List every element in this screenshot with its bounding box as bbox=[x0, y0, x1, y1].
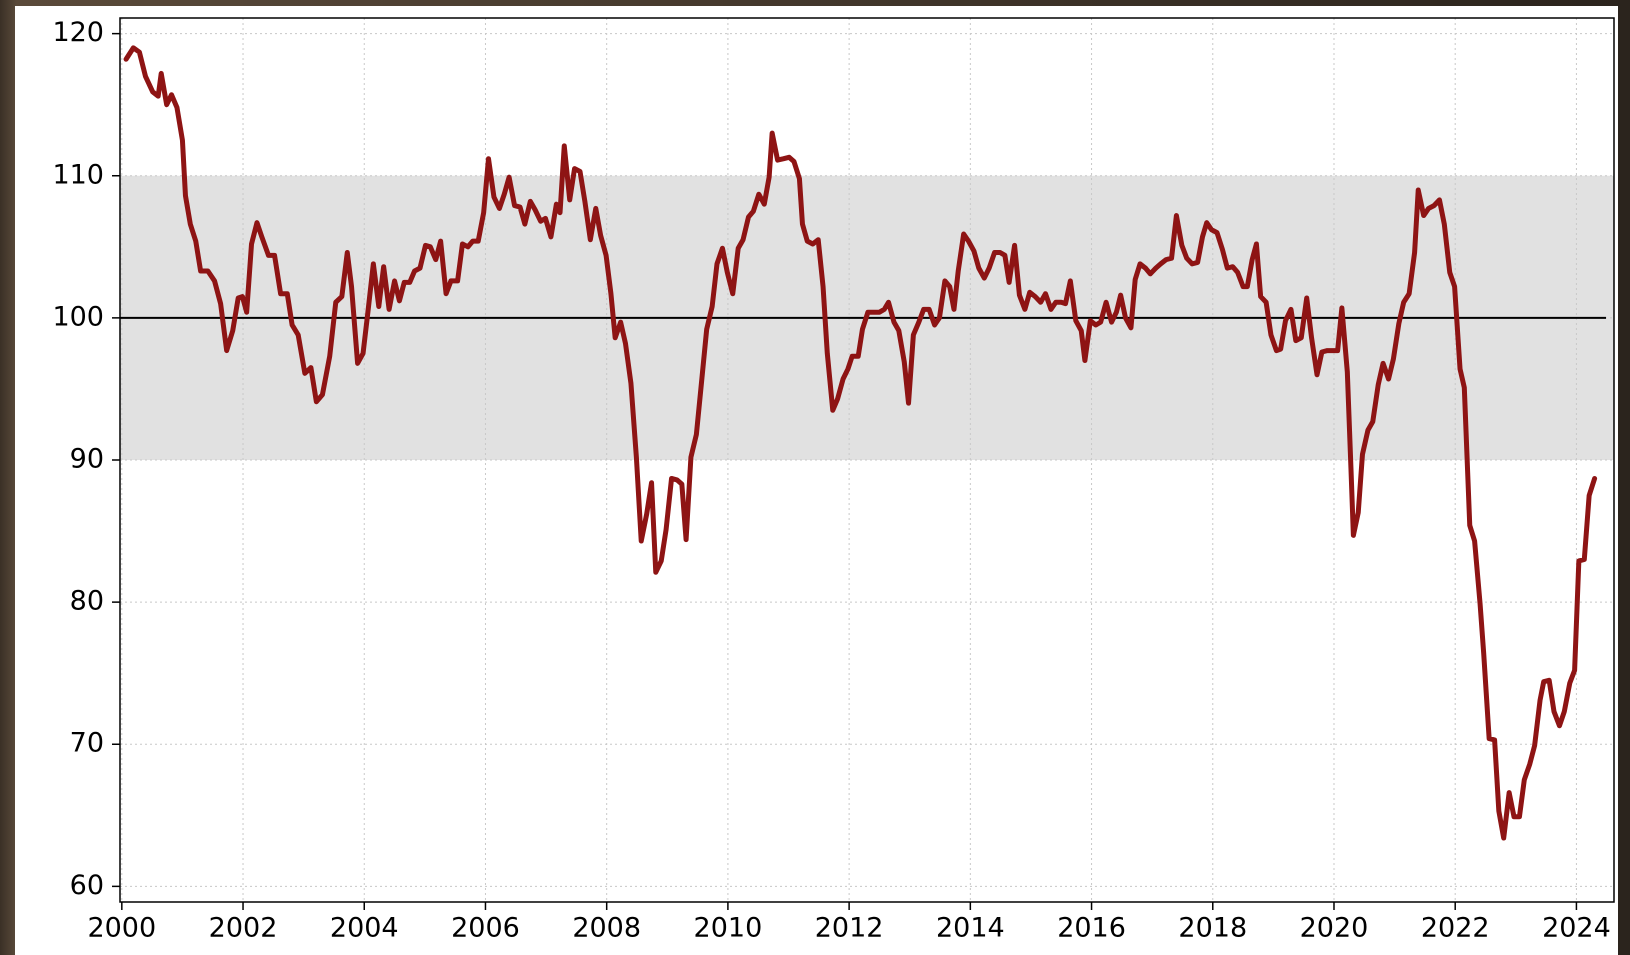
x-tick-label: 2004 bbox=[330, 913, 399, 944]
x-tick-label: 2008 bbox=[572, 913, 641, 944]
x-tick-label: 2006 bbox=[451, 913, 520, 944]
x-tick-label: 2012 bbox=[815, 913, 884, 944]
page: {"chart_data": { "type": "line", "color"… bbox=[0, 0, 1630, 955]
y-tick-label: 60 bbox=[70, 870, 104, 901]
y-tick-label: 90 bbox=[70, 444, 104, 475]
y-tick-label: 110 bbox=[52, 159, 104, 190]
y-tick-label: 100 bbox=[52, 301, 104, 332]
chart: 60 70 80 90 100 110 120 2000 2002 2004 2006 2008 201… bbox=[0, 0, 1630, 955]
x-tick-label: 2010 bbox=[694, 913, 763, 944]
x-tick-label: 2014 bbox=[936, 913, 1005, 944]
y-tick-label: 70 bbox=[70, 728, 104, 759]
y-tick-label: 80 bbox=[70, 586, 104, 617]
x-tick-label: 2022 bbox=[1421, 913, 1490, 944]
x-tick-label: 2016 bbox=[1057, 913, 1126, 944]
x-tick-label: 2020 bbox=[1300, 913, 1369, 944]
x-tick-label: 2002 bbox=[209, 913, 278, 944]
chart-background bbox=[15, 6, 1618, 955]
x-tick-label: 2024 bbox=[1542, 913, 1611, 944]
x-tick-label: 2000 bbox=[87, 913, 156, 944]
x-tick-label: 2018 bbox=[1178, 913, 1247, 944]
y-tick-label: 120 bbox=[52, 17, 104, 48]
